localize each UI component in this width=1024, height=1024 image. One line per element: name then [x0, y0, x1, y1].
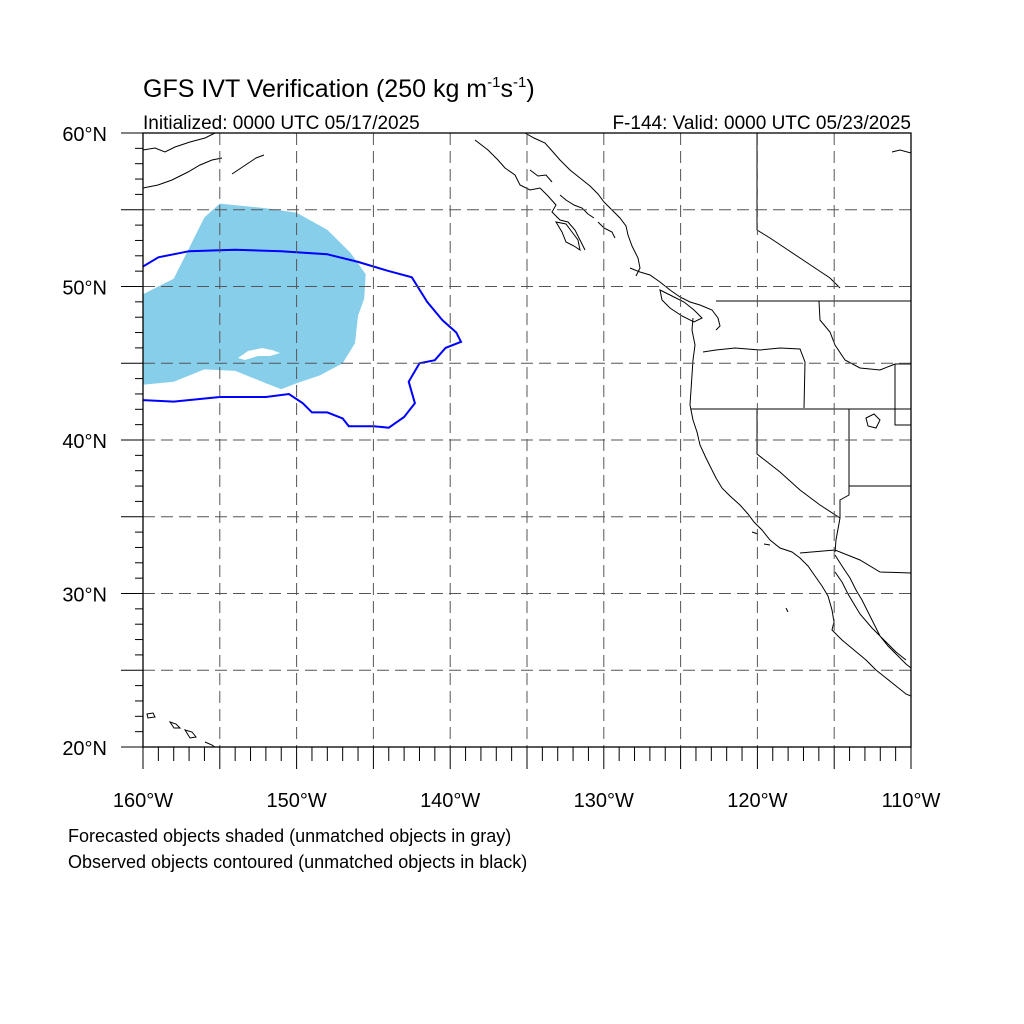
x-tick-label: 140°W: [420, 790, 480, 812]
border-alaska-bc: [756, 133, 841, 289]
x-tick-label: 160°W: [113, 790, 173, 812]
border-washington-oregon: [702, 347, 806, 409]
coastline-vancouver-island: [659, 289, 703, 323]
coastline-baja: [834, 554, 911, 669]
x-tick-label: 130°W: [574, 790, 634, 812]
objects-layer: [143, 203, 463, 429]
coastline-haida-gwaii: [554, 221, 581, 252]
y-tick-label: 20°N: [62, 738, 107, 760]
grid-lines: [143, 133, 911, 747]
coastline-alaska-west: [143, 133, 265, 189]
coastline-alaska: [524, 133, 911, 277]
plot-title: GFS IVT Verification (250 kg m-1s-1): [143, 74, 535, 103]
coastline-great-salt-lake: [865, 413, 881, 429]
coastline-british-columbia: [629, 267, 721, 331]
plot-frame: [142, 132, 912, 748]
valid-label: F-144: Valid: 0000 UTC 05/23/2025: [612, 113, 911, 134]
coastline-hawaii: [146, 712, 216, 747]
legend-forecast-note: Forecasted objects shaded (unmatched obj…: [68, 826, 512, 846]
political-boundaries: [691, 133, 911, 574]
border-idaho: [818, 300, 896, 371]
border-us-mexico: [799, 549, 911, 574]
y-tick-label: 30°N: [62, 585, 107, 607]
y-tick-label: 60°N: [62, 124, 107, 146]
x-tick-labels: 160°W 150°W 140°W 130°W 120°W 110°W: [113, 790, 941, 812]
forecast-object-hole: [238, 348, 280, 360]
border-arizona: [834, 517, 841, 553]
coastline-us-west: [689, 317, 911, 697]
x-tick-label: 120°W: [727, 790, 787, 812]
coastlines: [143, 133, 911, 747]
coastline-panhandle-islands: [474, 139, 616, 251]
observed-object-contour: [143, 248, 463, 429]
y-tick-label: 40°N: [62, 431, 107, 453]
y-tick-label: 50°N: [62, 278, 107, 300]
forecast-object-shaded: [143, 203, 366, 390]
legend-observed-note: Observed objects contoured (unmatched ob…: [68, 852, 528, 872]
border-nevada-utah: [839, 409, 850, 518]
x-tick-label: 110°W: [882, 790, 941, 812]
y-tick-labels: 60°N 50°N 40°N 30°N 20°N: [62, 124, 107, 760]
border-montana-wyoming: [894, 363, 911, 426]
border-nevada-california: [756, 409, 841, 519]
axis-ticks: [121, 132, 912, 769]
initialized-label: Initialized: 0000 UTC 05/17/2025: [143, 113, 420, 134]
x-tick-label: 150°W: [266, 790, 326, 812]
